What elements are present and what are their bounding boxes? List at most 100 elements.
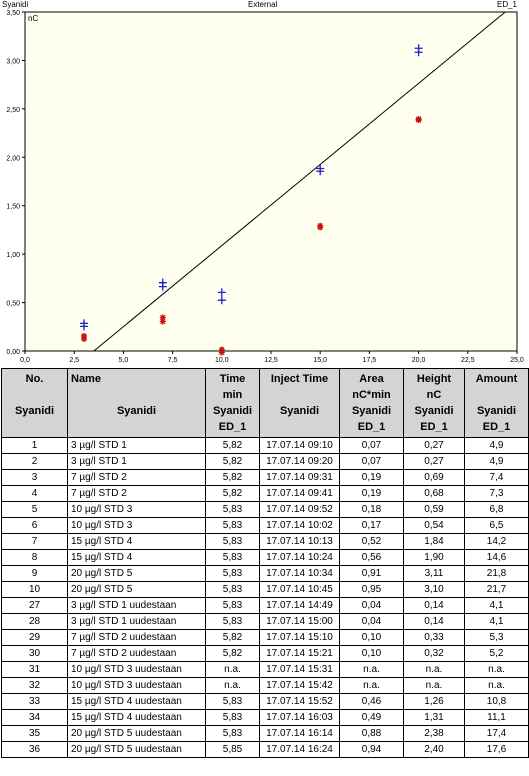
- col-header-no[interactable]: No. Syanidi: [1, 368, 68, 438]
- cell-no: 36: [1, 741, 68, 758]
- table-row[interactable]: 33 15 µg/l STD 4 uudestaan 5,83 17.07.14 15…: [1, 693, 529, 710]
- table-row[interactable]: 9 20 µg/l STD 5 5,83 17.07.14 10:34 0,91 3,11…: [1, 565, 529, 582]
- cell-area: 0,52: [339, 533, 404, 550]
- x-tick-label: 15,0: [313, 357, 327, 364]
- cell-area: 0,95: [339, 581, 404, 598]
- cell-inject-time: 17.07.14 15:21: [259, 645, 340, 662]
- col-header-area[interactable]: Area nC*min Syanidi ED_1: [339, 368, 404, 438]
- cell-height: 0,14: [403, 597, 465, 614]
- cell-no: 29: [1, 629, 68, 646]
- cell-height: 0,54: [403, 517, 465, 534]
- y-tick-label: 0,00: [6, 349, 20, 356]
- cell-no: 9: [1, 565, 68, 582]
- cell-name: 15 µg/l STD 4: [67, 549, 206, 566]
- cell-inject-time: 17.07.14 16:14: [259, 725, 340, 742]
- cell-name: 7 µg/l STD 2: [67, 469, 206, 486]
- cell-area: 0,94: [339, 741, 404, 758]
- table-row[interactable]: 28 3 µg/l STD 1 uudestaan 5,83 17.07.14 15:…: [1, 613, 529, 630]
- cell-no: 31: [1, 661, 68, 678]
- cell-inject-time: 17.07.14 09:20: [259, 453, 340, 470]
- cell-inject-time: 17.07.14 15:42: [259, 677, 340, 694]
- col-header-amount[interactable]: Amount Syanidi ED_1: [464, 368, 529, 438]
- table-row[interactable]: 8 15 µg/l STD 4 5,83 17.07.14 10:24 0,56 1,90…: [1, 549, 529, 566]
- cell-name: 10 µg/l STD 3: [67, 517, 206, 534]
- col-header-time[interactable]: Time min Syanidi ED_1: [205, 368, 260, 438]
- results-table: No. Syanidi Name Syanidi Time min Syanid…: [1, 368, 529, 758]
- cell-time: 5,85: [205, 741, 260, 758]
- cell-inject-time: 17.07.14 15:52: [259, 693, 340, 710]
- cell-height: 0,33: [403, 629, 465, 646]
- cell-inject-time: 17.07.14 10:34: [259, 565, 340, 582]
- table-row[interactable]: 32 10 µg/l STD 3 uudestaan n.a. 17.07.14 15…: [1, 677, 529, 694]
- cell-no: 2: [1, 453, 68, 470]
- cell-name: 20 µg/l STD 5 uudestaan: [67, 725, 206, 742]
- cell-name: 10 µg/l STD 3 uudestaan: [67, 677, 206, 694]
- cell-time: 5,82: [205, 629, 260, 646]
- y-tick-label: 2,50: [6, 107, 20, 114]
- table-row[interactable]: 6 10 µg/l STD 3 5,83 17.07.14 10:02 0,17 0,54…: [1, 517, 529, 534]
- cell-name: 15 µg/l STD 4: [67, 533, 206, 550]
- cell-amount: 17,4: [464, 725, 529, 742]
- cell-inject-time: 17.07.14 09:52: [259, 501, 340, 518]
- data-point-star: [415, 117, 422, 124]
- table-row[interactable]: 29 7 µg/l STD 2 uudestaan 5,82 17.07.14 15:…: [1, 629, 529, 646]
- table-row[interactable]: 35 20 µg/l STD 5 uudestaan 5,83 17.07.14 16…: [1, 725, 529, 742]
- cell-height: 1,31: [403, 709, 465, 726]
- cell-area: 0,10: [339, 629, 404, 646]
- cell-area: 0,19: [339, 485, 404, 502]
- col-header-height[interactable]: Height nC Syanidi ED_1: [403, 368, 465, 438]
- table-row[interactable]: 34 15 µg/l STD 4 uudestaan 5,83 17.07.14 16…: [1, 709, 529, 726]
- cell-height: 0,14: [403, 613, 465, 630]
- cell-height: 2,38: [403, 725, 465, 742]
- cell-name: 7 µg/l STD 2 uudestaan: [67, 645, 206, 662]
- table-row[interactable]: 31 10 µg/l STD 3 uudestaan n.a. 17.07.14 15…: [1, 661, 529, 678]
- cell-no: 35: [1, 725, 68, 742]
- cell-no: 1: [1, 437, 68, 454]
- col-header-name[interactable]: Name Syanidi: [67, 368, 206, 438]
- cell-no: 6: [1, 517, 68, 534]
- cell-name: 15 µg/l STD 4 uudestaan: [67, 709, 206, 726]
- data-point-star: [159, 314, 166, 321]
- table-row[interactable]: 7 15 µg/l STD 4 5,83 17.07.14 10:13 0,52 1,84…: [1, 533, 529, 550]
- cell-no: 30: [1, 645, 68, 662]
- cell-amount: n.a.: [464, 661, 529, 678]
- x-tick-label: 25,0: [510, 357, 524, 364]
- cell-height: n.a.: [403, 677, 465, 694]
- table-row[interactable]: 36 20 µg/l STD 5 uudestaan 5,85 17.07.14 16…: [1, 741, 529, 758]
- cell-amount: 4,9: [464, 453, 529, 470]
- cell-time: 5,82: [205, 485, 260, 502]
- chart-header-left: Syanidi: [2, 0, 29, 9]
- cell-no: 3: [1, 469, 68, 486]
- calibration-line: [93, 11, 506, 352]
- x-tick-label: 20,0: [412, 357, 426, 364]
- cell-amount: 7,3: [464, 485, 529, 502]
- cell-height: 1,84: [403, 533, 465, 550]
- table-row[interactable]: 10 20 µg/l STD 5 5,83 17.07.14 10:45 0,95 3,1…: [1, 581, 529, 598]
- cell-no: 33: [1, 693, 68, 710]
- cell-inject-time: 17.07.14 15:10: [259, 629, 340, 646]
- cell-height: 0,32: [403, 645, 465, 662]
- cell-amount: 10,8: [464, 693, 529, 710]
- cell-area: 0,17: [339, 517, 404, 534]
- cell-time: 5,83: [205, 709, 260, 726]
- cell-height: 2,40: [403, 741, 465, 758]
- cell-time: n.a.: [205, 677, 260, 694]
- col-header-inject-time[interactable]: Inject Time Syanidi: [259, 368, 340, 438]
- cell-no: 34: [1, 709, 68, 726]
- data-point-star: [317, 222, 324, 229]
- x-tick-label: 22,5: [461, 357, 475, 364]
- table-row[interactable]: 30 7 µg/l STD 2 uudestaan 5,82 17.07.14 15:…: [1, 645, 529, 662]
- cell-inject-time: 17.07.14 09:31: [259, 469, 340, 486]
- cell-area: n.a.: [339, 677, 404, 694]
- cell-inject-time: 17.07.14 16:03: [259, 709, 340, 726]
- cell-time: 5,83: [205, 581, 260, 598]
- cell-amount: 7,4: [464, 469, 529, 486]
- data-point-plus: [80, 322, 89, 331]
- table-row[interactable]: 27 3 µg/l STD 1 uudestaan 5,83 17.07.14 14:…: [1, 597, 529, 614]
- table-row[interactable]: 5 10 µg/l STD 3 5,83 17.07.14 09:52 0,18 0,59…: [1, 501, 529, 518]
- cell-area: 0,56: [339, 549, 404, 566]
